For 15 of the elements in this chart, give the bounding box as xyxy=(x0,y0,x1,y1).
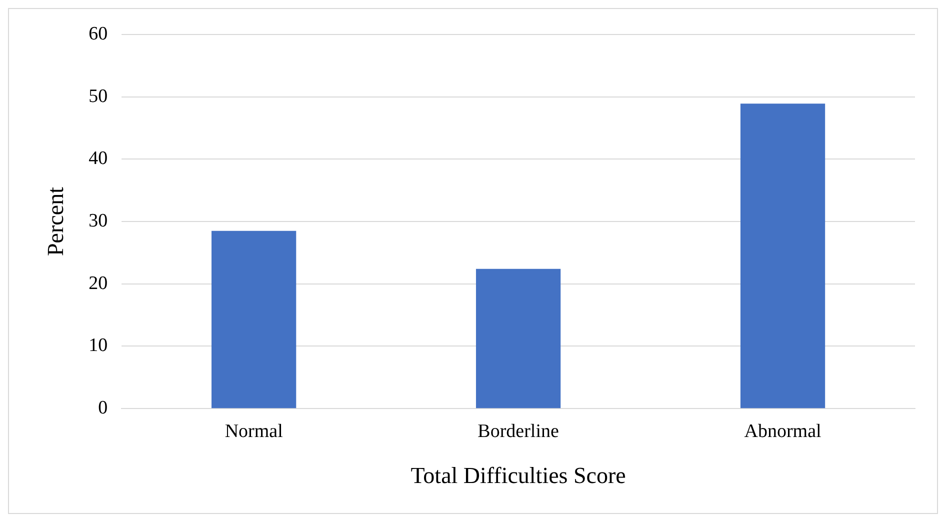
x-tick-label: Abnormal xyxy=(744,420,822,442)
x-tick-label: Borderline xyxy=(478,420,559,442)
y-axis-title: Percent xyxy=(42,186,68,256)
bar xyxy=(212,230,296,408)
x-axis-title: Total Difficulties Score xyxy=(410,463,626,488)
y-tick-label: 50 xyxy=(88,86,108,107)
y-tick-label: 20 xyxy=(88,272,108,294)
bar xyxy=(740,104,826,408)
bar xyxy=(476,268,561,408)
y-tick-label: 40 xyxy=(88,148,108,170)
y-tick-label: 60 xyxy=(88,23,108,44)
y-tick-label: 0 xyxy=(98,398,108,419)
y-tick-label: 10 xyxy=(88,335,108,356)
x-tick-label: Normal xyxy=(224,420,283,442)
y-tick-label: 30 xyxy=(88,210,108,232)
